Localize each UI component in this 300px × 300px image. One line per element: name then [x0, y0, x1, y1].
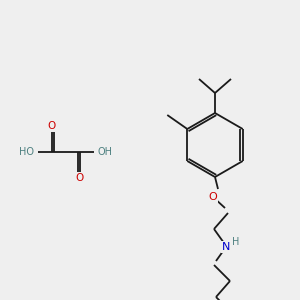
Text: O: O	[76, 173, 84, 183]
Text: HO: HO	[19, 147, 34, 157]
Text: O: O	[48, 121, 56, 131]
Text: O: O	[208, 192, 217, 202]
Text: H: H	[232, 237, 240, 247]
Text: OH: OH	[98, 147, 112, 157]
Text: N: N	[222, 242, 230, 252]
